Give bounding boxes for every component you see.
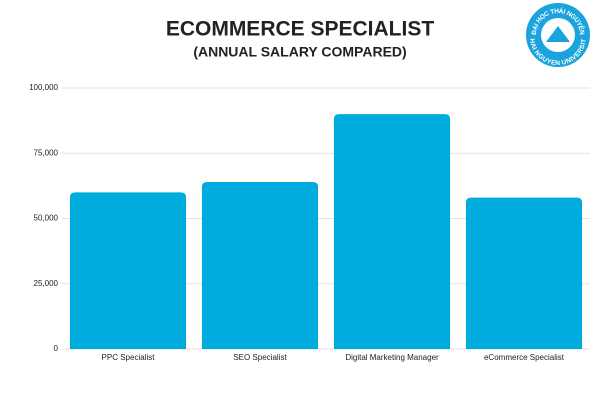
y-tick-label: 0 [54, 344, 59, 353]
bar [333, 114, 451, 349]
chart-title: ECOMMERCE SPECIALIST [166, 18, 435, 41]
bar [69, 192, 187, 349]
y-tick-label: 50,000 [34, 214, 59, 223]
y-tick-label: 25,000 [34, 279, 59, 288]
x-tick-label: Digital Marketing Manager [345, 353, 439, 362]
bar [465, 197, 583, 349]
bar [201, 181, 319, 349]
y-tick-label: 100,000 [29, 83, 58, 92]
x-tick-label: PPC Specialist [102, 353, 156, 362]
x-tick-label: SEO Specialist [233, 353, 287, 362]
logo-icon [546, 26, 570, 42]
y-tick-label: 75,000 [34, 148, 59, 157]
chart-subtitle: (ANNUAL SALARY COMPARED) [193, 44, 406, 60]
x-tick-label: eCommerce Specialist [484, 353, 565, 362]
